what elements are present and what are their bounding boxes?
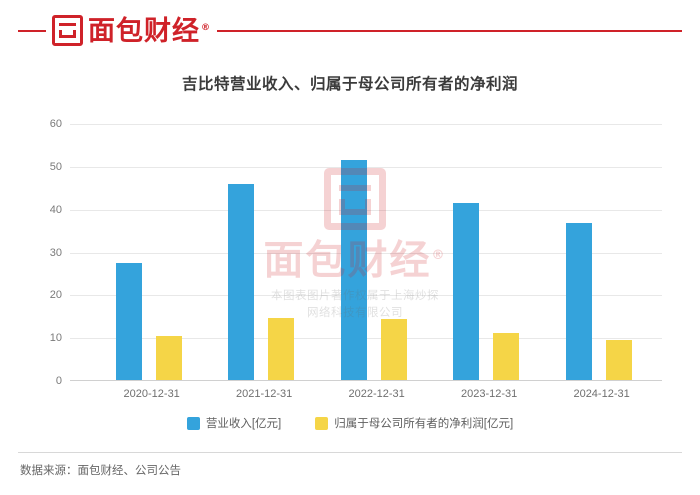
x-axis-tick: 2021-12-31 [236, 388, 293, 400]
y-axis-tick: 0 [55, 375, 62, 387]
bar-net-profit[interactable] [493, 332, 520, 380]
legend-swatch-icon [186, 416, 200, 430]
bar-group: 2022-12-31 [319, 124, 431, 400]
y-axis-tick: 30 [49, 246, 62, 259]
bar-group: 2024-12-31 [544, 124, 656, 400]
y-axis-tick: 50 [49, 160, 62, 173]
data-source-note: 数据来源：面包财经、公司公告 [20, 465, 181, 477]
registered-mark-icon: ® [201, 23, 211, 33]
bar-group: 2023-12-31 [431, 124, 543, 400]
legend-label: 归属于母公司所有者的净利润[亿元] [334, 418, 514, 430]
bar-revenue[interactable] [340, 159, 367, 380]
gridline [70, 124, 662, 125]
bar-group: 2020-12-31 [94, 124, 206, 400]
y-axis-tick: 20 [49, 289, 62, 302]
chart-plot-area: 60 50 40 30 20 10 0 2020-12-31 [30, 118, 670, 403]
y-axis-tick: 60 [49, 118, 62, 130]
chart-legend: 营业收入[亿元] 归属于母公司所有者的净利润[亿元] [0, 415, 700, 431]
bar-revenue[interactable] [115, 263, 142, 380]
legend-item-net-profit[interactable]: 归属于母公司所有者的净利润[亿元] [315, 415, 513, 431]
chart-grid: 60 50 40 30 20 10 0 2020-12-31 [50, 118, 662, 400]
y-axis-tick: 10 [49, 332, 62, 345]
header-divider [18, 30, 682, 32]
bar-net-profit[interactable] [155, 335, 182, 380]
bar-group: 2021-12-31 [206, 124, 318, 400]
bar-revenue[interactable] [565, 223, 592, 380]
x-axis-tick: 2022-12-31 [348, 388, 405, 400]
brand-logo-text: 面包财经® [88, 13, 211, 47]
x-axis-tick: 2024-12-31 [573, 388, 630, 400]
legend-label: 营业收入[亿元] [205, 418, 282, 430]
footer-divider [18, 452, 682, 453]
x-axis-tick: 2020-12-31 [123, 388, 180, 400]
legend-swatch-icon [315, 416, 329, 430]
chart-title: 吉比特营业收入、归属于母公司所有者的净利润 [181, 76, 518, 93]
bar-net-profit[interactable] [380, 318, 407, 380]
brand-logo-label: 面包财经 [88, 16, 200, 47]
y-axis-tick: 40 [49, 203, 62, 216]
bar-series-container: 2020-12-31 2021-12-31 2022-12-31 2023-12… [70, 124, 662, 400]
bread-box-logo-icon [52, 14, 83, 46]
x-axis-tick: 2023-12-31 [460, 388, 518, 400]
bar-net-profit[interactable] [605, 340, 632, 380]
page-header: 面包财经® [0, 0, 700, 58]
bar-net-profit[interactable] [268, 318, 295, 380]
bar-revenue[interactable] [453, 202, 480, 380]
x-axis-line [70, 380, 662, 381]
bar-revenue[interactable] [228, 183, 255, 380]
legend-item-revenue[interactable]: 营业收入[亿元] [186, 415, 282, 431]
brand-logo: 面包财经® [46, 12, 217, 48]
